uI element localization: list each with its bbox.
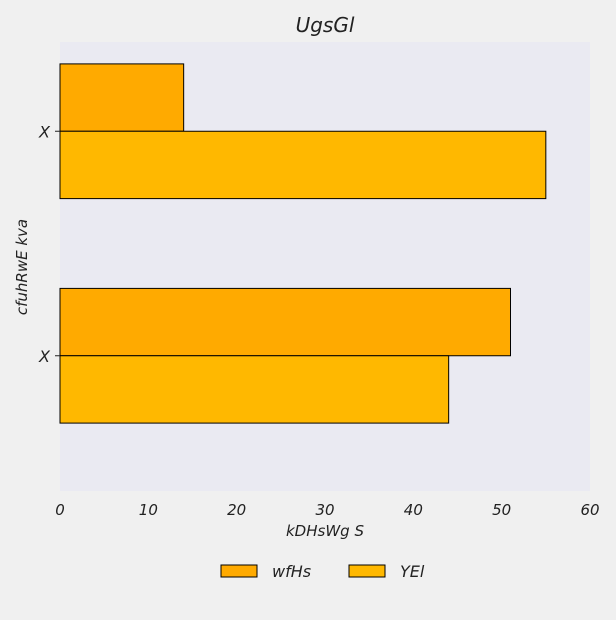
x-tick-label: 40 [404, 501, 423, 519]
x-tick-label: 20 [227, 501, 246, 519]
y-tick-label: X [38, 347, 51, 366]
chart-title: UgsGl [296, 13, 355, 37]
y-axis-label: cfuhRwE kva [13, 219, 31, 315]
y-tick-labels: XX [38, 122, 60, 366]
legend-swatch-wfHs [220, 564, 258, 578]
x-axis-label: kDHsWg S [286, 522, 364, 540]
x-tick-label: 50 [492, 501, 511, 519]
legend-label-wfHs: wfHs [272, 562, 311, 581]
y-tick-label: X [38, 122, 51, 141]
legend-label-YEl: YEl [400, 562, 425, 581]
x-tick-label: 60 [580, 501, 599, 519]
bars-group [59, 63, 547, 424]
x-tick-label: 30 [315, 501, 334, 519]
bar-wfHs-2 [59, 287, 511, 357]
bar-YEl-2 [59, 355, 450, 424]
bar-YEl-1 [59, 130, 547, 200]
x-tick-label: 0 [55, 501, 65, 519]
x-tick-label: 10 [139, 501, 158, 519]
x-tick-labels: 0 10 20 30 40 50 60 [55, 501, 599, 519]
legend: wfHs YEl [220, 562, 425, 581]
legend-swatch-YEl [348, 564, 386, 578]
bar-wfHs-1 [59, 63, 185, 132]
